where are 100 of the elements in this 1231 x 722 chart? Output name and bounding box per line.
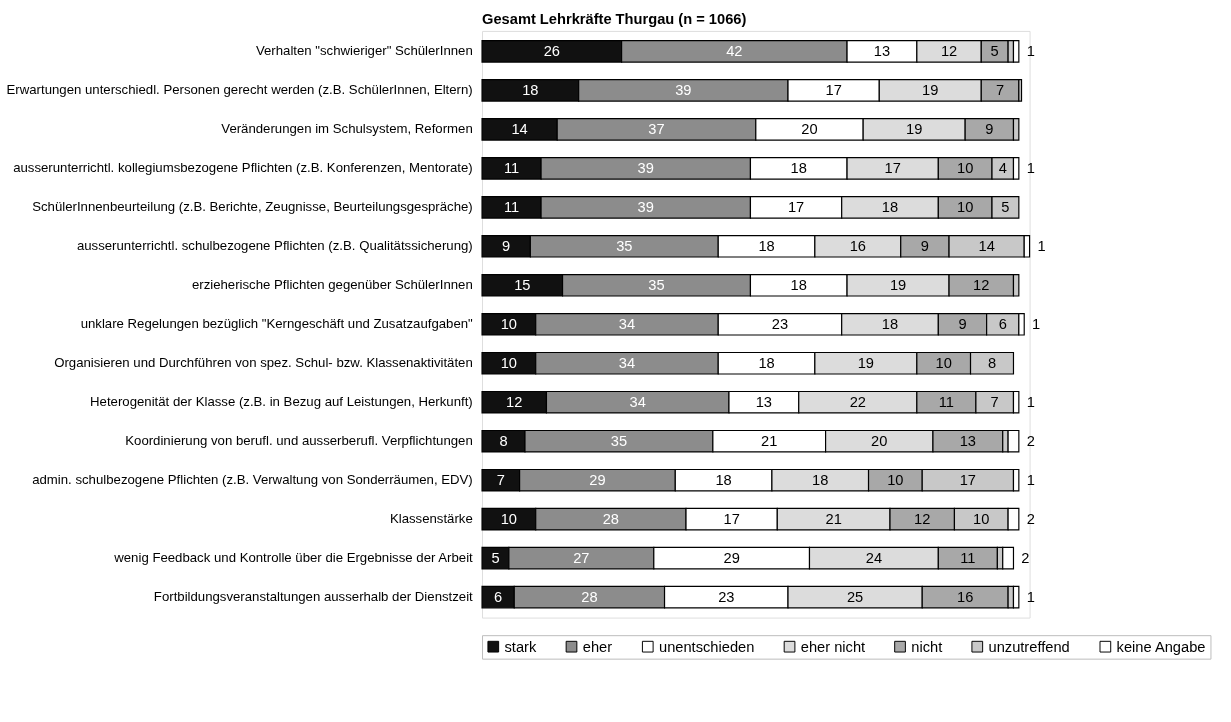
y-tick-label: Heterogenität der Klasse (z.B. in Bezug auf Leistungen, Herkunft)	[90, 394, 473, 410]
data-label: 18	[881, 316, 899, 333]
data-label: 12	[940, 43, 958, 60]
data-label: 27	[573, 550, 590, 567]
data-label: 23	[771, 316, 789, 333]
legend-label: nicht	[911, 638, 943, 655]
data-label: 1	[1026, 589, 1035, 606]
data-label: 21	[825, 511, 842, 528]
data-label: 7	[496, 472, 505, 489]
data-label: 18	[790, 277, 807, 294]
data-label: 10	[500, 511, 518, 528]
data-label: 10	[935, 355, 952, 372]
data-label: 17	[959, 472, 976, 489]
data-label: 12	[506, 394, 523, 411]
data-label: 1	[1026, 394, 1035, 411]
data-label: 18	[758, 238, 775, 255]
data-label: 11	[503, 199, 520, 216]
data-label: 20	[871, 433, 888, 450]
data-label: 19	[906, 121, 923, 138]
data-label: 26	[543, 43, 560, 60]
data-label: 17	[825, 82, 842, 99]
data-label: 22	[849, 394, 866, 411]
data-label: 2	[1026, 511, 1035, 528]
y-tick-label: wenig Feedback und Kontrolle über die Ergebnisse der Arbeit	[113, 550, 474, 566]
data-label: 9	[958, 316, 967, 333]
data-label: 16	[957, 589, 974, 606]
data-label: 18	[758, 355, 775, 372]
legend-label: keine Angabe	[1116, 638, 1206, 655]
y-tick-label: Fortbildungsveranstaltungen ausserhalb der Dienstzeit	[153, 589, 474, 605]
data-label: 5	[491, 550, 500, 567]
y-tick-label: erzieherische Pflichten gegenüber SchülerInnen	[191, 277, 473, 293]
data-label: 34	[618, 355, 636, 372]
data-label: 16	[849, 238, 866, 255]
data-label: 10	[957, 199, 974, 216]
data-label: 37	[648, 121, 665, 138]
data-label: 5	[990, 43, 999, 60]
data-label: 39	[637, 199, 654, 216]
data-label: 29	[723, 550, 740, 567]
data-label: 2	[1021, 550, 1030, 567]
data-label: 34	[618, 316, 636, 333]
data-label: 14	[511, 121, 528, 138]
data-label: 21	[761, 433, 778, 450]
data-label: 42	[726, 43, 743, 60]
data-label: 10	[500, 355, 518, 372]
data-label: 35	[616, 238, 633, 255]
data-label: 15	[514, 277, 531, 294]
data-label: 4	[998, 160, 1007, 177]
data-label: 1	[1026, 160, 1035, 177]
y-tick-label: SchülerInnenbeurteilung (z.B. Berichte, Zeugnisse, Beurteilungsgespräche)	[32, 199, 473, 215]
data-label: 28	[581, 589, 598, 606]
data-label: 35	[648, 277, 665, 294]
y-tick-label: ausserunterrichtl. schulbezogene Pflichten (z.B. Qualitätssicherung)	[76, 238, 473, 254]
data-label: 10	[957, 160, 974, 177]
data-label: 29	[589, 472, 606, 489]
data-label: 1	[1037, 238, 1046, 255]
data-label: 11	[503, 160, 520, 177]
data-label: 17	[723, 511, 740, 528]
y-tick-label: Klassenstärke	[389, 511, 473, 527]
data-label: 7	[990, 394, 999, 411]
data-label: 17	[787, 199, 805, 216]
data-label: 24	[865, 550, 883, 567]
y-tick-label: Organisieren und Durchführen von spez. Schul- bzw. Klassenaktivitäten	[54, 355, 473, 371]
data-label: 25	[846, 589, 864, 606]
data-label: 14	[978, 238, 995, 255]
y-tick-label: ausserunterrichtl. kollegiumsbezogene Pflichten (z.B. Konferenzen, Mentorate)	[13, 160, 473, 176]
data-label: 8	[987, 355, 997, 372]
data-label: 1	[1032, 316, 1041, 333]
data-label: 19	[922, 82, 939, 99]
data-label: 2	[1026, 433, 1035, 450]
data-label: 35	[610, 433, 628, 450]
data-label: 11	[960, 550, 976, 567]
y-tick-label: Veränderungen im Schulsystem, Reformen	[221, 121, 473, 137]
data-label: 13	[873, 43, 891, 60]
data-label: 9	[502, 238, 511, 255]
data-label: 19	[857, 355, 875, 372]
data-label: 28	[602, 511, 620, 528]
y-tick-label: admin. schulbezogene Pflichten (z.B. Verwaltung von Sonderräumen, EDV)	[32, 472, 473, 488]
data-label: 6	[494, 589, 503, 606]
data-label: 18	[881, 199, 899, 216]
chart-title: Gesamt Lehrkräfte Thurgau (n = 1066)	[482, 11, 747, 28]
data-label: 17	[884, 160, 901, 177]
legend-label: unentschieden	[659, 638, 755, 655]
data-label: 1	[1026, 43, 1035, 60]
data-label: 10	[973, 511, 990, 528]
data-label: 12	[914, 511, 931, 528]
data-label: 23	[718, 589, 735, 606]
data-label: 39	[637, 160, 654, 177]
data-label: 39	[675, 82, 692, 99]
legend-label: eher nicht	[800, 638, 866, 655]
data-label: 9	[920, 238, 929, 255]
data-label: 18	[522, 82, 539, 99]
y-tick-label: Erwartungen unterschiedl. Personen gerecht werden (z.B. SchülerInnen, Eltern)	[6, 82, 473, 98]
data-label: 8	[499, 433, 508, 450]
data-label: 1	[1026, 472, 1035, 489]
data-label: 20	[801, 121, 818, 138]
data-label: 12	[973, 277, 990, 294]
data-label: 18	[812, 472, 829, 489]
data-label: 7	[995, 82, 1005, 99]
y-tick-label: unklare Regelungen bezüglich "Kerngeschäft und Zusatzaufgaben"	[80, 316, 474, 332]
data-label: 13	[959, 433, 976, 450]
